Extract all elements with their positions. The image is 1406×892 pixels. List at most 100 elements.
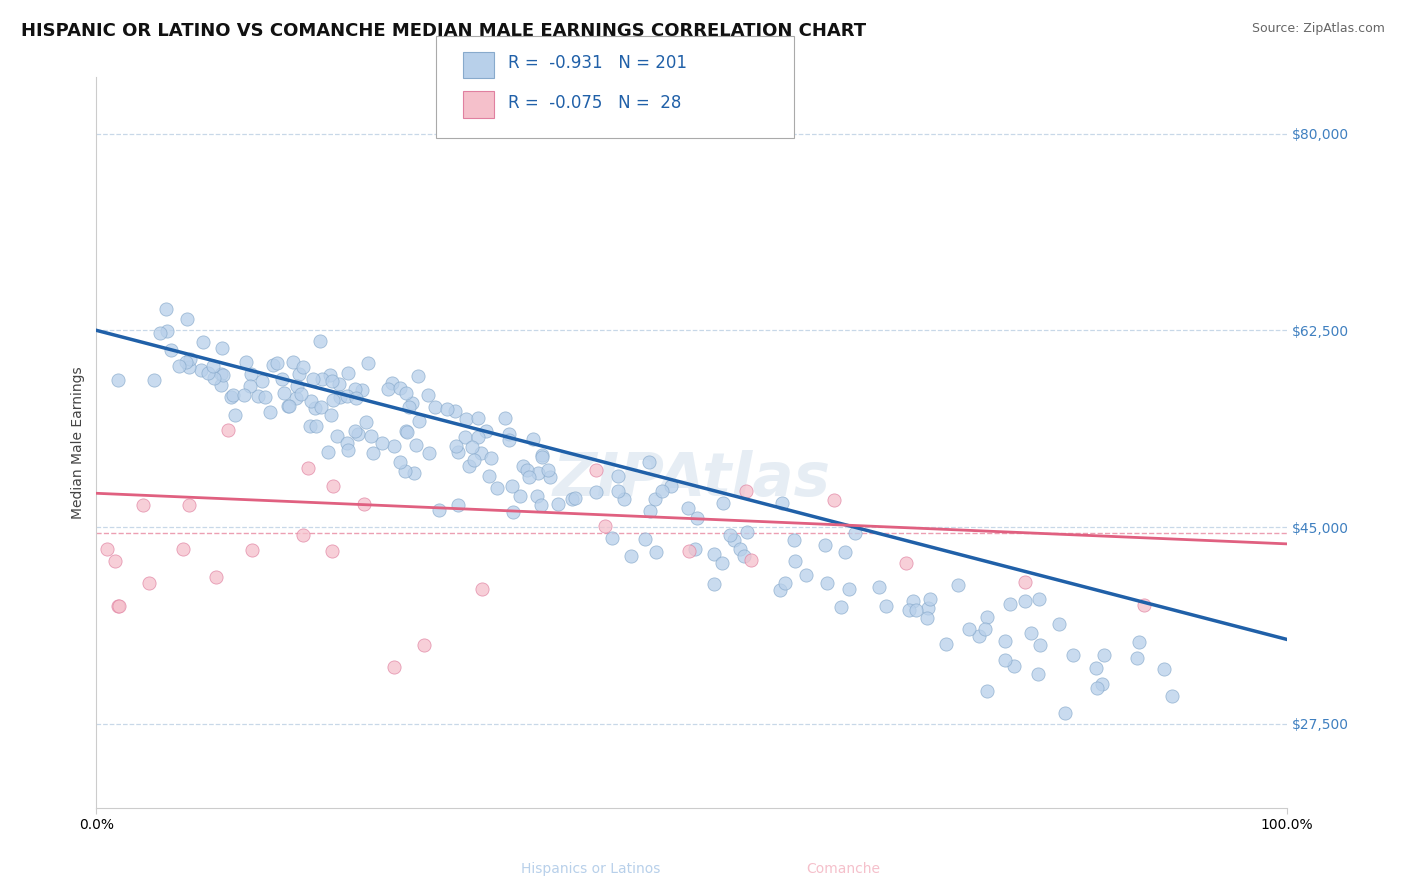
Point (522, 432, 544, 446)
Point (703, 547, 725, 561)
Point (416, 388, 439, 402)
Point (467, 430, 489, 444)
Point (347, 426, 370, 441)
Point (1019, 626, 1042, 640)
Point (436, 401, 458, 416)
Point (172, 542, 194, 557)
Point (644, 491, 666, 506)
Point (222, 388, 245, 402)
Point (291, 528, 314, 542)
Point (526, 489, 548, 503)
Point (678, 544, 700, 558)
Point (309, 334, 332, 348)
Point (406, 368, 429, 383)
Point (305, 419, 328, 434)
Point (620, 549, 643, 563)
Point (292, 360, 315, 375)
Point (651, 483, 673, 498)
Point (209, 378, 232, 392)
Point (454, 411, 477, 425)
Point (585, 462, 607, 476)
Point (600, 531, 623, 545)
Point (190, 363, 212, 377)
Point (233, 388, 256, 402)
Point (538, 470, 561, 484)
Point (897, 603, 920, 617)
Point (394, 464, 416, 478)
Point (494, 410, 516, 425)
Point (606, 484, 628, 499)
Point (285, 379, 308, 393)
Point (637, 455, 659, 469)
Point (398, 401, 420, 415)
Point (262, 359, 284, 373)
Point (783, 554, 806, 568)
Point (1153, 662, 1175, 676)
Point (998, 597, 1021, 611)
Point (844, 525, 866, 540)
Point (297, 460, 319, 475)
Point (471, 582, 494, 596)
Point (769, 582, 792, 597)
Point (370, 435, 392, 450)
Point (396, 425, 419, 440)
Point (329, 391, 352, 405)
Point (138, 576, 160, 591)
Point (337, 443, 360, 458)
Point (316, 445, 339, 459)
Point (915, 610, 938, 624)
Point (527, 466, 550, 480)
Point (509, 489, 531, 503)
Point (447, 444, 470, 458)
Point (585, 485, 607, 500)
Point (239, 378, 262, 392)
Point (676, 501, 699, 516)
Text: Hispanics or Latinos: Hispanics or Latinos (520, 862, 661, 876)
Point (299, 394, 322, 409)
Point (326, 429, 349, 443)
Point (209, 367, 232, 381)
Point (328, 377, 350, 392)
Point (322, 479, 344, 493)
Point (270, 371, 292, 385)
Point (96, 542, 118, 557)
Text: Comanche: Comanche (807, 862, 880, 876)
Point (905, 603, 928, 617)
Point (217, 423, 239, 437)
Text: HISPANIC OR LATINO VS COMANCHE MEDIAN MALE EARNINGS CORRELATION CHART: HISPANIC OR LATINO VS COMANCHE MEDIAN MA… (21, 22, 866, 40)
Point (1085, 681, 1108, 695)
Point (1133, 598, 1156, 612)
Point (447, 498, 470, 512)
Y-axis label: Median Male Earnings: Median Male Earnings (72, 367, 86, 519)
Point (1028, 638, 1050, 652)
Text: ZIPAtlas: ZIPAtlas (553, 450, 831, 508)
Point (486, 481, 509, 495)
Point (104, 554, 127, 568)
Point (321, 544, 343, 558)
Point (783, 533, 806, 547)
Point (444, 404, 467, 418)
Point (360, 429, 382, 443)
Point (418, 446, 440, 460)
Point (974, 622, 997, 636)
Point (318, 368, 340, 383)
Point (838, 582, 860, 596)
Point (193, 335, 215, 350)
Point (290, 387, 312, 401)
Point (1062, 648, 1084, 662)
Point (278, 399, 301, 413)
Point (530, 498, 553, 512)
Point (132, 498, 155, 512)
Point (235, 354, 257, 368)
Point (894, 556, 917, 570)
Point (730, 541, 752, 556)
Point (321, 374, 343, 388)
Point (517, 470, 540, 484)
Point (733, 549, 755, 563)
Point (1084, 661, 1107, 675)
Text: R =  -0.931   N = 201: R = -0.931 N = 201 (508, 54, 686, 72)
Point (177, 360, 200, 375)
Point (423, 400, 446, 414)
Point (1161, 689, 1184, 703)
Point (277, 399, 299, 413)
